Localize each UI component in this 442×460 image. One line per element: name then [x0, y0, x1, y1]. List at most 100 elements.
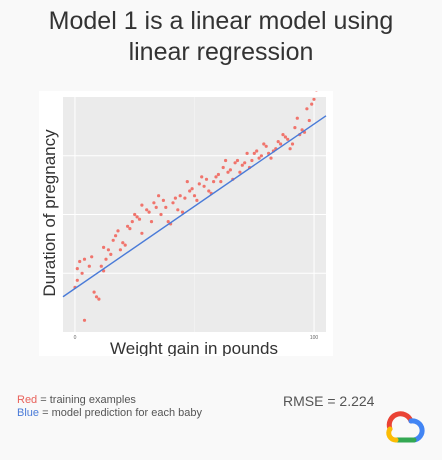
- data-point: [250, 158, 254, 163]
- data-point: [192, 194, 197, 198]
- data-point: [238, 170, 242, 174]
- google-cloud-logo-icon: [386, 411, 425, 443]
- data-point: [233, 161, 237, 165]
- chart-canvas: 0 100 Weight gain in pounds Duration of p…: [40, 91, 327, 356]
- data-point: [171, 201, 175, 205]
- data-point: [82, 318, 87, 322]
- data-point: [290, 142, 295, 146]
- data-point: [204, 177, 209, 181]
- data-point: [87, 264, 91, 268]
- chart-legend-note: Red = training examples Blue = model pre…: [17, 394, 202, 420]
- data-point: [75, 278, 79, 282]
- data-point: [166, 220, 170, 224]
- data-point: [140, 231, 144, 235]
- x-tick-label: 100: [310, 335, 319, 341]
- data-point: [197, 182, 201, 186]
- data-point: [109, 252, 113, 256]
- data-point: [279, 142, 283, 146]
- data-point: [75, 267, 79, 271]
- data-point: [183, 196, 187, 200]
- data-point: [224, 158, 228, 163]
- data-point: [219, 180, 223, 184]
- data-point: [269, 156, 273, 160]
- data-point: [126, 224, 130, 228]
- data-point: [221, 165, 225, 170]
- data-point: [245, 151, 249, 155]
- data-points: [73, 91, 318, 322]
- data-point: [283, 135, 287, 139]
- data-point: [121, 241, 125, 245]
- data-point: [178, 194, 182, 198]
- data-point: [157, 194, 161, 198]
- data-point: [92, 290, 96, 294]
- data-point: [240, 163, 244, 167]
- legend-blue-text: = model prediction for each baby: [39, 407, 202, 419]
- data-point: [226, 170, 230, 174]
- data-point: [200, 175, 204, 179]
- data-point: [190, 187, 194, 191]
- data-point: [90, 255, 94, 259]
- data-point: [185, 180, 189, 184]
- data-point: [310, 102, 314, 106]
- legend-line-blue: Blue = model prediction for each baby: [17, 407, 202, 420]
- data-point: [305, 107, 309, 111]
- x-axis-label: Weight gain in pounds: [110, 339, 278, 356]
- data-point: [164, 205, 168, 209]
- legend-blue-word: Blue: [17, 407, 40, 419]
- data-point: [114, 234, 118, 238]
- data-point: [288, 147, 292, 151]
- logo-blue-arc: [408, 418, 425, 443]
- data-point: [140, 203, 144, 207]
- data-point: [255, 149, 259, 153]
- data-point: [94, 295, 99, 299]
- data-point: [80, 271, 84, 275]
- data-point: [180, 210, 185, 214]
- data-point: [118, 248, 122, 252]
- data-point: [123, 243, 127, 247]
- legend-red-text: = training examples: [37, 394, 136, 406]
- data-point: [106, 248, 110, 252]
- data-point: [293, 126, 297, 130]
- scatter-chart: 0 100 Weight gain in pounds Duration of p…: [39, 91, 333, 356]
- legend-red-word: Red: [17, 394, 38, 406]
- data-point: [137, 217, 142, 221]
- data-point: [315, 91, 318, 92]
- data-point: [159, 212, 163, 217]
- logo-red-arc: [386, 411, 414, 432]
- data-point: [78, 259, 82, 264]
- data-point: [259, 154, 263, 158]
- data-point: [154, 205, 158, 209]
- regression-line: [62, 115, 327, 298]
- data-point: [202, 184, 206, 188]
- data-point: [300, 128, 304, 132]
- data-point: [116, 229, 120, 233]
- data-point: [133, 212, 137, 217]
- grid-lines: [63, 97, 326, 332]
- data-point: [147, 210, 151, 214]
- data-point: [111, 238, 115, 242]
- slide-title-line-1: Model 1 is a linear model using: [48, 7, 394, 35]
- data-point: [243, 161, 247, 165]
- data-point: [286, 137, 290, 141]
- tick-labels: 0 100: [74, 335, 319, 341]
- data-point: [82, 257, 87, 261]
- data-point: [264, 144, 268, 148]
- data-point: [214, 175, 218, 179]
- data-point: [135, 215, 139, 219]
- data-point: [262, 142, 266, 146]
- data-point: [176, 208, 180, 212]
- slide-title: Model 1 is a linear model using linear r…: [0, 6, 442, 68]
- data-point: [252, 151, 256, 155]
- data-point: [276, 140, 280, 144]
- data-point: [195, 198, 199, 202]
- logo-yellow-arc: [386, 426, 399, 443]
- data-point: [102, 245, 106, 249]
- data-point: [312, 97, 316, 101]
- data-point: [104, 257, 108, 261]
- x-tick-label: 0: [74, 335, 77, 341]
- data-point: [161, 198, 165, 202]
- data-point: [212, 180, 216, 184]
- data-point: [149, 220, 154, 224]
- data-point: [152, 201, 156, 205]
